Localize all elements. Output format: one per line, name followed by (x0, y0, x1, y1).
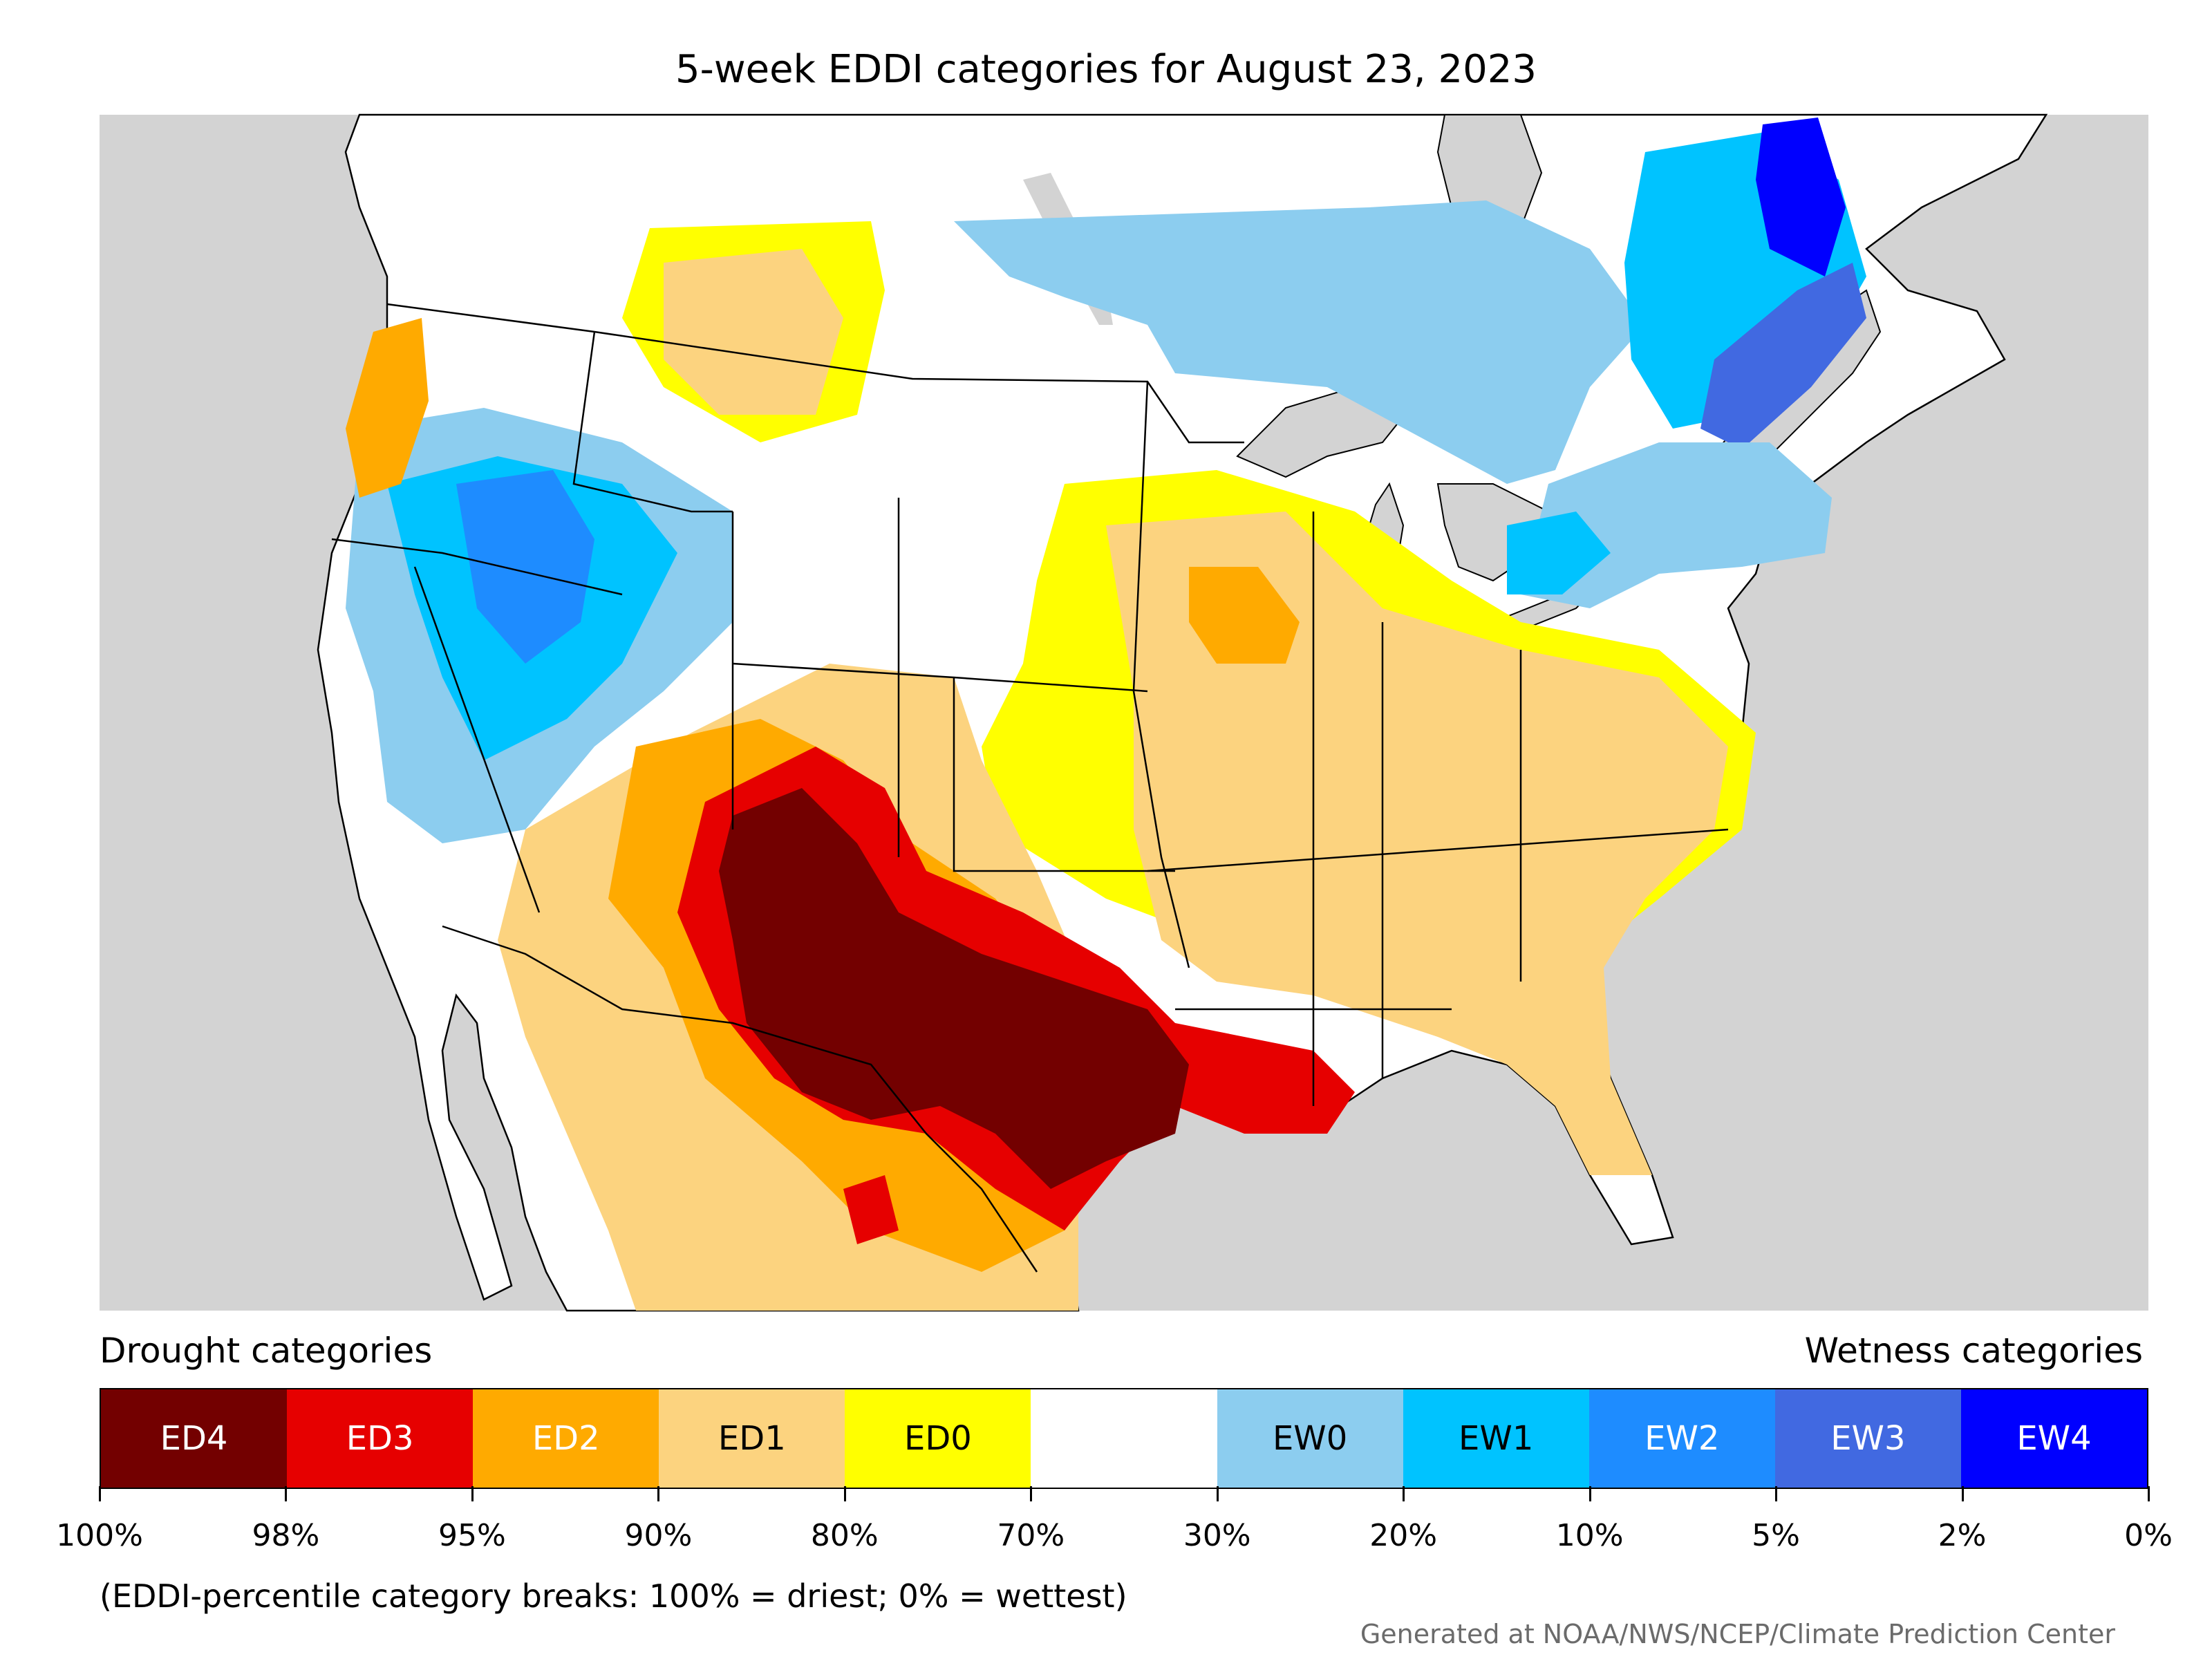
legend-tick (1775, 1486, 1778, 1501)
legend-cell-ew3: EW3 (1774, 1389, 1961, 1488)
lake-superior (1236, 386, 1412, 478)
credit-line: Generated at NOAA/NWS/NCEP/Climate Predi… (1360, 1619, 2115, 1649)
drought-ed1-north (664, 249, 843, 415)
legend-cell-ed1: ED1 (659, 1389, 845, 1488)
legend-cell-ew1: EW1 (1403, 1389, 1589, 1488)
legend-break-label: 70% (997, 1518, 1065, 1553)
wetness-northwest-ew2 (456, 470, 594, 664)
drought-ed4-texas (719, 788, 1189, 1189)
legend-tick (1588, 1486, 1591, 1501)
wetness-northeast (1521, 442, 1832, 608)
drought-categories-heading: Drought categories (100, 1331, 433, 1371)
legend-tick (1216, 1486, 1219, 1501)
wetness-canada-band (954, 200, 1645, 484)
wetness-quebec-ew3 (1700, 263, 1866, 449)
legend-tick (1961, 1486, 1964, 1501)
legend-break-label: 20% (1369, 1518, 1438, 1553)
legend-tick (657, 1486, 660, 1501)
legend-cell-ed0: ED0 (845, 1389, 1031, 1488)
map-title: 5-week EDDI categories for August 23, 20… (675, 47, 1537, 92)
legend-ticks (99, 1486, 2150, 1514)
legend-tick (285, 1486, 288, 1501)
legend-cell-neutral (1031, 1389, 1217, 1488)
eddi-map (100, 113, 2148, 1312)
legend-break-label: 98% (252, 1518, 320, 1553)
legend-cell-ed4: ED4 (101, 1389, 288, 1488)
legend-cell-ed3: ED3 (287, 1389, 474, 1488)
legend-cell-ew0: EW0 (1217, 1389, 1403, 1488)
drought-ed2-midwest (1189, 567, 1300, 664)
legend-break-label: 10% (1555, 1518, 1624, 1553)
drought-ed3-mexico-spot (843, 1175, 899, 1244)
legend-tick (1403, 1486, 1405, 1501)
legend-tick (2148, 1486, 2150, 1501)
legend-cell-ed2: ED2 (473, 1389, 659, 1488)
drought-ed2-oregon (346, 318, 429, 498)
legend-break-label: 5% (1752, 1518, 1800, 1553)
political-borders (331, 303, 1729, 1273)
legend-break-label: 100% (56, 1518, 143, 1553)
legend-break-label: 30% (1183, 1518, 1251, 1553)
legend-break-label: 95% (438, 1518, 506, 1553)
legend-cell-ew2: EW2 (1588, 1389, 1775, 1488)
wetness-quebec-ew4 (1756, 118, 1846, 276)
wetness-ontario-ew1 (1507, 512, 1611, 594)
category-legend: ED4 ED3 ED2 ED1 ED0 EW0 EW1 EW2 EW3 EW4 (100, 1388, 2148, 1489)
wetness-categories-heading: Wetness categories (1804, 1331, 2143, 1371)
legend-break-label: 0% (2124, 1518, 2173, 1553)
legend-tick (1030, 1486, 1033, 1501)
drought-ed1-southeast (1106, 512, 1728, 1175)
legend-tick (843, 1486, 846, 1501)
legend-tick (99, 1486, 101, 1501)
legend-break-label: 80% (810, 1518, 879, 1553)
legend-tick (471, 1486, 474, 1501)
legend-break-label: 2% (1938, 1518, 1987, 1553)
legend-break-label: 90% (624, 1518, 693, 1553)
legend-cell-ew4: EW4 (1960, 1389, 2148, 1488)
category-breaks-note: (EDDI-percentile category breaks: 100% =… (100, 1577, 1127, 1615)
